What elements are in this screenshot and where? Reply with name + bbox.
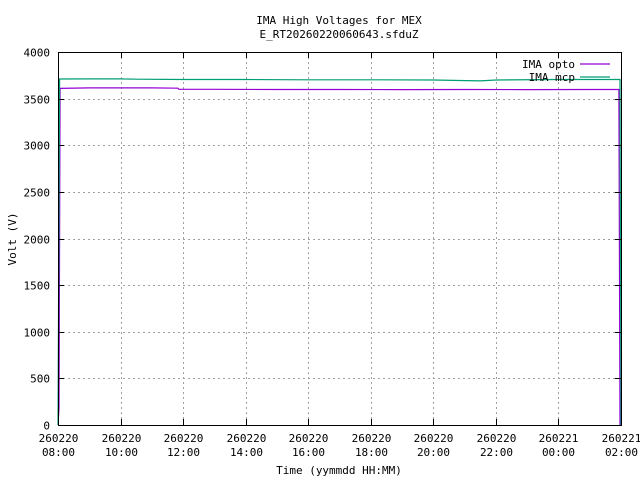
x-tick-date: 260221 — [602, 432, 640, 445]
x-tick-date: 260220 — [352, 432, 392, 445]
x-tick-date: 260220 — [289, 432, 329, 445]
x-axis-label: Time (yymmdd HH:MM) — [276, 464, 402, 477]
x-tick-time: 00:00 — [542, 446, 575, 459]
chart-title: IMA High Voltages for MEX — [256, 14, 422, 27]
y-axis-ticks: 0 500 1000 1500 2000 2500 3000 3500 4000 — [24, 47, 621, 433]
legend-label: IMA mcp — [529, 71, 575, 84]
x-tick-date: 260220 — [164, 432, 204, 445]
y-tick-label: 4000 — [24, 47, 51, 60]
x-tick-time: 16:00 — [292, 446, 325, 459]
legend-label: IMA opto — [522, 58, 575, 71]
x-tick-time: 14:00 — [230, 446, 263, 459]
x-tick-date: 260220 — [39, 432, 79, 445]
y-tick-label: 500 — [30, 373, 50, 386]
x-tick-time: 10:00 — [105, 446, 138, 459]
x-tick-time: 18:00 — [355, 446, 388, 459]
series-line-1 — [57, 87, 621, 426]
x-tick-time: 02:00 — [605, 446, 638, 459]
y-axis-label: Volt (V) — [6, 213, 19, 266]
y-tick-label: 0 — [43, 420, 50, 433]
x-tick-time: 20:00 — [417, 446, 450, 459]
x-tick-date: 260220 — [414, 432, 454, 445]
y-tick-label: 1500 — [24, 280, 51, 293]
x-tick-time: 08:00 — [42, 446, 75, 459]
y-tick-label: 1000 — [24, 327, 51, 340]
series-line-2 — [57, 78, 622, 426]
x-axis-ticks: 26022008:0026022010:0026022012:002602201… — [39, 52, 640, 459]
grid — [58, 52, 621, 425]
y-tick-label: 2500 — [24, 187, 51, 200]
x-tick-date: 260220 — [227, 432, 267, 445]
x-tick-time: 12:00 — [167, 446, 200, 459]
y-tick-label: 2000 — [24, 234, 51, 247]
x-tick-date: 260221 — [539, 432, 579, 445]
x-tick-date: 260220 — [477, 432, 517, 445]
x-tick-time: 22:00 — [480, 446, 513, 459]
y-tick-label: 3000 — [24, 140, 51, 153]
x-tick-date: 260220 — [102, 432, 142, 445]
chart-subtitle: E_RT20260220060643.sfduZ — [260, 28, 419, 41]
y-tick-label: 3500 — [24, 94, 51, 107]
series-layer — [57, 78, 622, 426]
